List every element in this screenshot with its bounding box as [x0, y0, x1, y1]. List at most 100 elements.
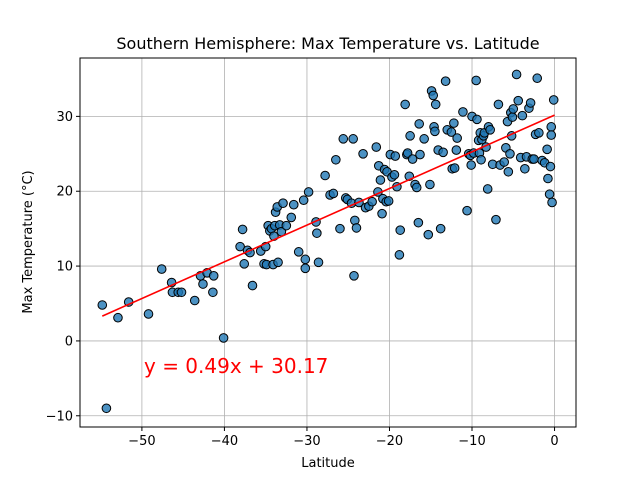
y-tick-label: −10: [46, 409, 73, 424]
data-point: [520, 163, 530, 174]
data-point: [440, 76, 451, 87]
data-point: [375, 175, 386, 185]
data-point: [218, 333, 229, 343]
data-point: [458, 107, 468, 117]
data-point: [395, 225, 406, 235]
data-point: [517, 110, 528, 121]
data-point: [407, 154, 418, 164]
data-point: [491, 214, 501, 225]
data-point: [394, 250, 405, 260]
plot-area: [80, 58, 576, 427]
data-point: [430, 126, 440, 137]
x-axis-label: Latitude: [301, 456, 355, 471]
data-point: [247, 280, 258, 291]
data-point: [493, 99, 504, 110]
data-point: [208, 271, 219, 281]
data-point: [348, 134, 358, 144]
data-point: [300, 263, 311, 274]
data-point: [548, 95, 559, 105]
data-point: [503, 166, 514, 177]
data-point: [511, 69, 522, 80]
data-point: [476, 154, 486, 165]
x-tick-label: −50: [128, 434, 155, 449]
data-point: [413, 217, 424, 228]
data-point: [544, 189, 555, 200]
x-axis-ticks: −50 −40 −30 −20 −10 0: [128, 427, 559, 449]
data-point: [449, 163, 460, 173]
data-point: [419, 134, 429, 144]
data-point: [156, 264, 167, 274]
data-point: [507, 112, 518, 122]
data-point: [273, 257, 283, 268]
data-point: [428, 90, 439, 101]
data-point: [97, 300, 108, 310]
data-point: [281, 220, 292, 231]
data-point: [414, 119, 424, 129]
y-tick-label: 30: [56, 110, 73, 125]
data-point: [529, 154, 539, 164]
data-point: [411, 182, 422, 193]
data-point: [390, 151, 401, 161]
data-point: [293, 247, 304, 257]
data-point: [101, 403, 112, 414]
regression-equation: y = 0.49x + 30.17: [144, 354, 328, 378]
regression-line: [101, 114, 555, 317]
data-point: [532, 73, 543, 84]
data-point: [534, 128, 544, 138]
data-point: [113, 312, 123, 323]
data-point: [435, 223, 446, 234]
y-tick-label: 10: [56, 260, 73, 275]
x-tick-label: −40: [211, 434, 238, 449]
data-point: [367, 196, 377, 207]
data-point: [499, 157, 509, 167]
data-point: [331, 154, 341, 165]
data-point: [542, 144, 552, 155]
data-point: [430, 99, 441, 110]
data-point: [349, 271, 359, 281]
data-point: [371, 142, 382, 152]
data-point: [338, 134, 349, 144]
data-point: [547, 197, 557, 208]
data-point: [328, 188, 339, 199]
y-tick-label: 0: [65, 334, 73, 349]
data-point: [288, 199, 299, 210]
data-point: [525, 98, 536, 108]
y-axis-ticks: −10 0 10 20 30: [46, 110, 80, 424]
data-point: [312, 228, 322, 238]
x-tick-label: 0: [550, 434, 558, 449]
data-point: [472, 114, 482, 125]
x-tick-label: −10: [458, 434, 485, 449]
data-point: [198, 279, 208, 289]
data-point: [405, 131, 415, 141]
data-point: [452, 133, 462, 143]
data-point: [389, 169, 400, 180]
data-point: [383, 196, 394, 206]
data-point: [546, 130, 557, 140]
data-point: [438, 147, 448, 158]
data-point: [239, 259, 250, 269]
data-point: [451, 145, 462, 155]
data-point: [298, 195, 309, 206]
data-point: [513, 95, 524, 106]
data-point: [377, 208, 387, 219]
data-point: [462, 205, 472, 216]
regression-line-group: [101, 114, 555, 317]
data-point: [545, 161, 556, 172]
data-point: [485, 125, 495, 135]
data-point: [543, 173, 553, 184]
data-point: [425, 179, 435, 190]
y-tick-label: 20: [56, 185, 73, 200]
data-point: [449, 118, 459, 128]
data-point: [471, 75, 481, 86]
data-point: [508, 104, 519, 114]
data-point: [313, 257, 324, 268]
data-point: [446, 127, 457, 137]
data-point: [143, 309, 154, 319]
data-point: [423, 229, 434, 240]
data-point: [235, 241, 245, 252]
data-point: [351, 223, 362, 233]
data-point: [320, 170, 330, 181]
data-point: [303, 187, 314, 197]
data-point: [176, 287, 187, 298]
